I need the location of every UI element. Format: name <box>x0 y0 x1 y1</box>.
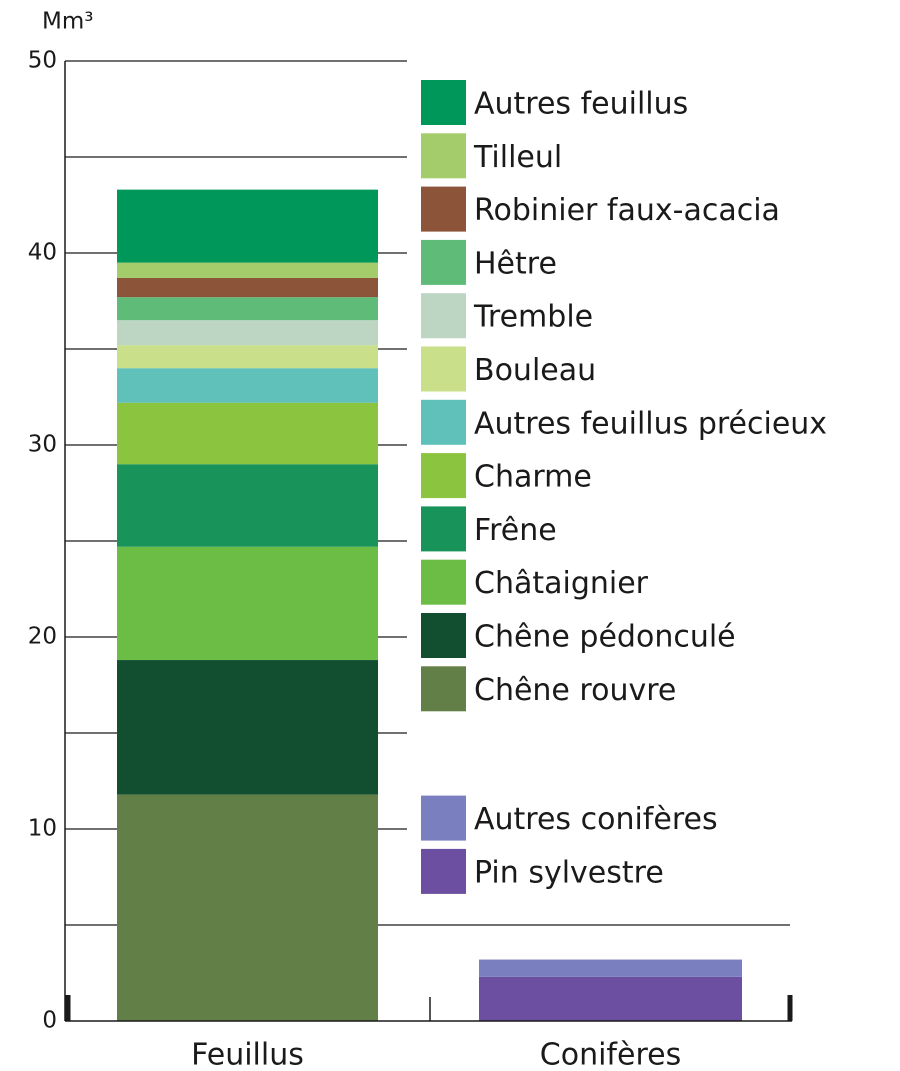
legend-label: Tremble <box>473 300 593 335</box>
legend-swatch <box>421 80 466 125</box>
legend-swatch <box>421 795 466 841</box>
legend-label: Tilleul <box>473 140 562 175</box>
bar-segment <box>117 262 378 278</box>
legend-swatch <box>421 666 466 712</box>
legend-label: Hêtre <box>474 246 557 281</box>
legend-label: Chêne pédonculé <box>474 620 736 655</box>
legend-label: Robinier faux-acacia <box>474 193 780 228</box>
bar-segment <box>117 402 378 465</box>
legend-swatch <box>421 559 466 605</box>
legend-swatch <box>421 239 466 285</box>
legend-swatch <box>421 186 466 232</box>
bar-segment <box>117 189 378 263</box>
bar-segment <box>479 976 742 1021</box>
bar-segment <box>117 368 378 403</box>
y-tick-label: 40 <box>28 240 57 266</box>
legend-label: Pin sylvestre <box>474 855 664 890</box>
bar-segment <box>117 277 378 298</box>
legend-swatch <box>421 613 466 658</box>
legend-swatch <box>421 346 466 392</box>
legend-label: Châtaignier <box>474 566 649 601</box>
bar-segment <box>117 546 378 661</box>
bar-segment <box>117 660 378 795</box>
bar-segment <box>117 794 378 1021</box>
legend-label: Charme <box>474 460 592 495</box>
legend-label: Chêne rouvre <box>474 673 676 708</box>
legend-label: Autres feuillus <box>474 87 688 122</box>
legend-swatch <box>421 453 466 499</box>
y-tick-label: 20 <box>28 624 57 650</box>
legend-label: Frêne <box>474 513 557 548</box>
legend-swatch <box>421 399 466 445</box>
legend-swatch <box>421 848 466 894</box>
y-tick-label: 50 <box>28 48 57 74</box>
legend-label: Bouleau <box>474 353 596 388</box>
legend-label: Autres feuillus précieux <box>474 406 827 441</box>
legend-swatch <box>421 506 466 552</box>
bar-segment <box>117 297 378 321</box>
bar-segment <box>117 320 378 346</box>
bar-segment <box>117 464 378 547</box>
y-tick-label: 0 <box>42 1008 57 1034</box>
legend-swatch <box>421 133 466 179</box>
y-axis-label: Mm³ <box>42 9 93 35</box>
y-tick-label: 30 <box>28 432 57 458</box>
y-tick-label: 10 <box>28 816 57 842</box>
bar-segment <box>117 345 378 369</box>
legend-swatch <box>421 293 466 339</box>
bar-segment <box>479 959 742 977</box>
x-tick-label: Feuillus <box>191 1038 304 1071</box>
x-tick-label: Conifères <box>540 1038 681 1071</box>
legend-label: Autres conifères <box>474 802 718 837</box>
